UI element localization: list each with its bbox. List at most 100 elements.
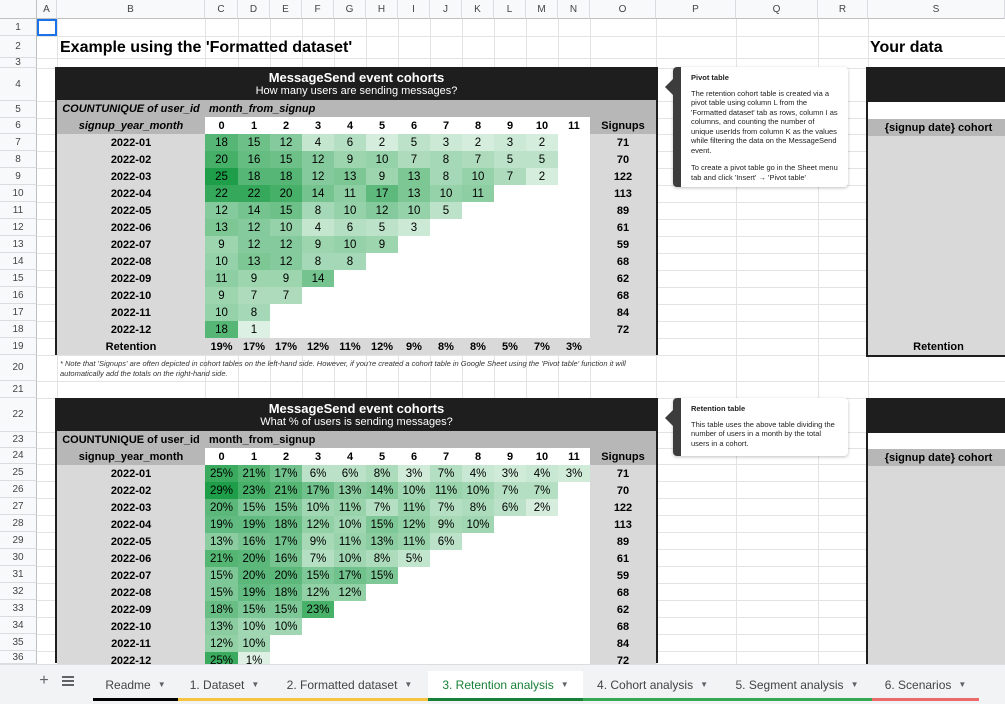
- cohort-value-cell[interactable]: 10%: [462, 516, 494, 533]
- cohort-value-cell[interactable]: [558, 550, 590, 567]
- cohort-value-cell[interactable]: 18: [205, 134, 238, 151]
- cohort-value-cell[interactable]: 12: [302, 151, 334, 168]
- cohort-value-cell[interactable]: [558, 635, 590, 652]
- cohort-value-cell[interactable]: 10: [334, 236, 366, 253]
- cohort-value-cell[interactable]: 3%: [558, 465, 590, 482]
- column-header-i[interactable]: I: [398, 0, 430, 19]
- cohort-value-cell[interactable]: 10: [205, 253, 238, 270]
- cohort-value-cell[interactable]: 10: [334, 202, 366, 219]
- cohort-value-cell[interactable]: 11: [334, 185, 366, 202]
- cohort-value-cell[interactable]: 7%: [366, 499, 398, 516]
- cohort-value-cell[interactable]: [366, 304, 398, 321]
- cohort-value-cell[interactable]: 10%: [302, 499, 334, 516]
- row-header-21[interactable]: 21: [0, 381, 37, 398]
- cohort-value-cell[interactable]: 19%: [238, 516, 270, 533]
- cohort-value-cell[interactable]: [398, 304, 430, 321]
- cohort-value-cell[interactable]: [398, 253, 430, 270]
- cohort-value-cell[interactable]: [494, 550, 526, 567]
- cohort-value-cell[interactable]: [558, 253, 590, 270]
- cohort-value-cell[interactable]: 15: [238, 134, 270, 151]
- cohort-value-cell[interactable]: [430, 601, 462, 618]
- cohort-value-cell[interactable]: 7%: [302, 550, 334, 567]
- cohort-value-cell[interactable]: 7: [238, 287, 270, 304]
- cohort-value-cell[interactable]: 20: [205, 151, 238, 168]
- row-header-27[interactable]: 27: [0, 498, 37, 515]
- cohort-value-cell[interactable]: 4: [302, 134, 334, 151]
- cohort-value-cell[interactable]: 10: [205, 304, 238, 321]
- chevron-down-icon[interactable]: ▼: [850, 680, 859, 689]
- cohort-value-cell[interactable]: [366, 618, 398, 635]
- row-header-19[interactable]: 19: [0, 338, 37, 355]
- cohort-value-cell[interactable]: [366, 321, 398, 338]
- cohort-value-cell[interactable]: [526, 219, 558, 236]
- cohort-value-cell[interactable]: 6: [334, 134, 366, 151]
- cohort-value-cell[interactable]: [430, 567, 462, 584]
- cohort-value-cell[interactable]: 17%: [270, 533, 302, 550]
- cohort-value-cell[interactable]: 13: [398, 168, 430, 185]
- sheet-tab[interactable]: 1. Dataset ▼: [178, 671, 271, 701]
- cohort-value-cell[interactable]: [558, 168, 590, 185]
- cohort-value-cell[interactable]: [526, 533, 558, 550]
- cohort-value-cell[interactable]: 12: [302, 168, 334, 185]
- cohort-value-cell[interactable]: [398, 287, 430, 304]
- cohort-value-cell[interactable]: 2: [526, 168, 558, 185]
- cohort-value-cell[interactable]: [334, 287, 366, 304]
- row-header-10[interactable]: 10: [0, 185, 37, 202]
- column-header-e[interactable]: E: [270, 0, 302, 19]
- sheet-tab[interactable]: 4. Cohort analysis ▼: [583, 671, 722, 701]
- cohort-value-cell[interactable]: 22: [238, 185, 270, 202]
- cohort-value-cell[interactable]: 10: [366, 151, 398, 168]
- column-header-a[interactable]: A: [37, 0, 57, 19]
- cohort-value-cell[interactable]: 7: [270, 287, 302, 304]
- cohort-value-cell[interactable]: [558, 516, 590, 533]
- cohort-value-cell[interactable]: [558, 287, 590, 304]
- column-header-g[interactable]: G: [334, 0, 366, 19]
- cohort-value-cell[interactable]: 15%: [302, 567, 334, 584]
- cohort-value-cell[interactable]: 15%: [205, 567, 238, 584]
- cohort-value-cell[interactable]: 13: [238, 253, 270, 270]
- cohort-value-cell[interactable]: [398, 321, 430, 338]
- cohort-value-cell[interactable]: [494, 516, 526, 533]
- cohort-value-cell[interactable]: [430, 236, 462, 253]
- row-header-36[interactable]: 36: [0, 651, 37, 664]
- add-sheet-icon[interactable]: +: [39, 672, 49, 689]
- cohort-value-cell[interactable]: 8: [238, 304, 270, 321]
- cohort-value-cell[interactable]: [462, 287, 494, 304]
- cohort-value-cell[interactable]: 23%: [238, 482, 270, 499]
- cohort-value-cell[interactable]: 25%: [205, 465, 238, 482]
- cohort-value-cell[interactable]: [494, 601, 526, 618]
- cohort-value-cell[interactable]: 3%: [398, 465, 430, 482]
- cohort-value-cell[interactable]: [462, 253, 494, 270]
- cohort-value-cell[interactable]: 15: [270, 151, 302, 168]
- cohort-value-cell[interactable]: [270, 635, 302, 652]
- cohort-value-cell[interactable]: 3: [398, 219, 430, 236]
- cohort-value-cell[interactable]: 10%: [334, 550, 366, 567]
- cohort-value-cell[interactable]: 20%: [205, 499, 238, 516]
- cohort-value-cell[interactable]: [302, 321, 334, 338]
- column-header-f[interactable]: F: [302, 0, 334, 19]
- cohort-value-cell[interactable]: 8: [334, 253, 366, 270]
- cohort-value-cell[interactable]: [462, 202, 494, 219]
- cohort-value-cell[interactable]: 3%: [494, 465, 526, 482]
- cohort-value-cell[interactable]: 16%: [270, 550, 302, 567]
- cohort-value-cell[interactable]: 16: [238, 151, 270, 168]
- cohort-value-cell[interactable]: 17%: [270, 465, 302, 482]
- cohort-value-cell[interactable]: [494, 584, 526, 601]
- cohort-value-cell[interactable]: 18%: [270, 516, 302, 533]
- cohort-value-cell[interactable]: [398, 567, 430, 584]
- cohort-value-cell[interactable]: [334, 601, 366, 618]
- cohort-value-cell[interactable]: [558, 499, 590, 516]
- selected-cell-a1[interactable]: [37, 19, 57, 36]
- cohort-value-cell[interactable]: [366, 253, 398, 270]
- row-header-2[interactable]: 2: [0, 36, 37, 58]
- cohort-value-cell[interactable]: 12%: [302, 584, 334, 601]
- row-header-23[interactable]: 23: [0, 432, 37, 448]
- cohort-value-cell[interactable]: 12: [238, 219, 270, 236]
- cohort-value-cell[interactable]: 19%: [238, 584, 270, 601]
- cohort-value-cell[interactable]: 6%: [302, 465, 334, 482]
- cohort-value-cell[interactable]: [302, 287, 334, 304]
- cohort-value-cell[interactable]: [494, 219, 526, 236]
- cohort-value-cell[interactable]: [430, 584, 462, 601]
- cohort-value-cell[interactable]: 3: [430, 134, 462, 151]
- sheet-tab[interactable]: 5. Segment analysis ▼: [722, 671, 872, 701]
